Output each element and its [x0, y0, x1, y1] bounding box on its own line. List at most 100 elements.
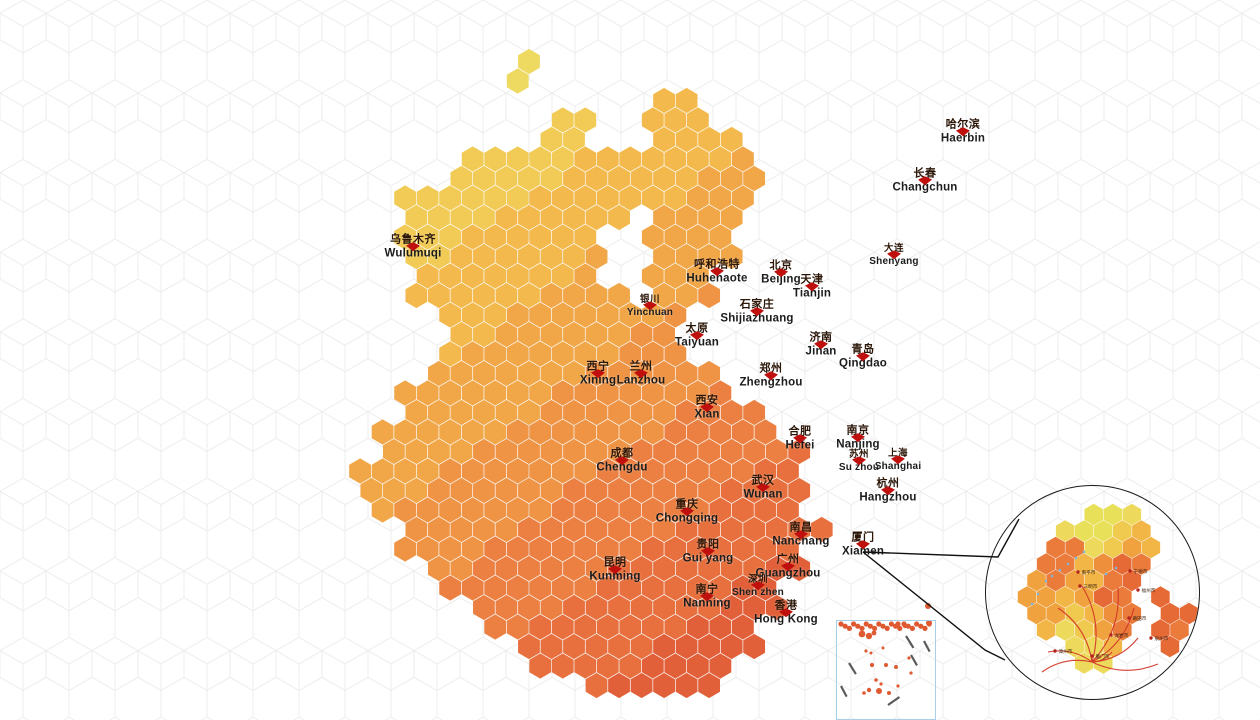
map-hex-tile[interactable]: [608, 633, 630, 660]
map-hex-tile[interactable]: [416, 263, 439, 289]
map-hex-tile[interactable]: [641, 536, 664, 562]
map-hex-tile[interactable]: [675, 360, 698, 387]
map-hex-tile[interactable]: [630, 165, 653, 192]
map-hex-tile[interactable]: [540, 204, 563, 231]
map-hex-tile[interactable]: [653, 633, 675, 660]
map-hex-tile[interactable]: [473, 321, 495, 348]
map-hex-tile[interactable]: [473, 360, 495, 387]
map-hex-tile[interactable]: [664, 419, 687, 445]
city-label-huhehaote[interactable]: 呼和浩特 Huhehaote: [686, 259, 747, 285]
city-label-nanjing[interactable]: 南京 Nanjing: [836, 425, 880, 451]
map-hex-tile[interactable]: [641, 341, 664, 367]
map-hex-tile[interactable]: [450, 438, 473, 465]
map-hex-tile[interactable]: [777, 536, 799, 562]
map-hex-tile[interactable]: [495, 438, 518, 465]
map-hex-tile[interactable]: [608, 360, 630, 387]
city-label-wulumuqi[interactable]: 乌鲁木齐 Wulumuqi: [385, 234, 442, 260]
map-hex-tile[interactable]: [529, 614, 552, 640]
map-hex-tile[interactable]: [630, 477, 653, 504]
map-hex-tile[interactable]: [720, 126, 743, 153]
map-hex-tile[interactable]: [473, 282, 495, 309]
city-label-shanghai[interactable]: 上海 Shanghai: [875, 449, 922, 472]
map-hex-tile[interactable]: [720, 555, 743, 582]
map-hex-tile[interactable]: [450, 360, 473, 387]
map-hex-tile[interactable]: [439, 419, 462, 445]
map-hex-tile[interactable]: [439, 575, 462, 601]
map-hex-tile[interactable]: [473, 594, 495, 621]
map-hex-tile[interactable]: [596, 302, 619, 328]
map-hex-tile[interactable]: [461, 224, 484, 250]
map-hex-tile[interactable]: [574, 341, 597, 367]
map-hex-tile[interactable]: [428, 516, 450, 543]
map-hex-tile[interactable]: [731, 536, 754, 562]
map-hex-tile[interactable]: [461, 185, 484, 211]
map-hex-tile[interactable]: [461, 341, 484, 367]
map-hex-tile[interactable]: [686, 419, 709, 445]
map-hex-tile[interactable]: [529, 380, 552, 406]
map-hex-tile[interactable]: [371, 419, 394, 445]
map-hex-tile[interactable]: [608, 282, 630, 309]
map-hex-tile[interactable]: [641, 302, 664, 328]
map-hex-tile[interactable]: [439, 341, 462, 367]
map-hex-tile[interactable]: [731, 458, 754, 484]
map-hex-tile[interactable]: [551, 146, 574, 172]
map-hex-tile[interactable]: [495, 477, 518, 504]
map-hex-tile[interactable]: [754, 575, 777, 601]
map-hex-tile[interactable]: [709, 458, 732, 484]
map-hex-tile[interactable]: [484, 419, 507, 445]
map-hex-tile[interactable]: [563, 633, 585, 660]
map-hex-tile[interactable]: [641, 380, 664, 406]
map-hex-tile[interactable]: [439, 380, 462, 406]
map-hex-tile[interactable]: [540, 399, 563, 426]
map-hex-tile[interactable]: [484, 341, 507, 367]
map-hex-tile[interactable]: [619, 575, 642, 601]
map-hex-tile[interactable]: [641, 614, 664, 640]
map-hex-tile[interactable]: [428, 204, 450, 231]
map-hex-tile[interactable]: [585, 438, 608, 465]
city-label-xining[interactable]: 西宁 Xining: [580, 361, 616, 387]
map-hex-tile[interactable]: [518, 48, 540, 75]
map-hex-tile[interactable]: [608, 204, 630, 231]
map-hex-tile[interactable]: [484, 185, 507, 211]
map-hex-tile[interactable]: [664, 302, 687, 328]
map-hex-tile[interactable]: [731, 146, 754, 172]
map-hex-tile[interactable]: [484, 302, 507, 328]
map-hex-tile[interactable]: [428, 438, 450, 465]
map-hex-tile[interactable]: [495, 321, 518, 348]
map-hex-tile[interactable]: [619, 302, 642, 328]
map-hex-tile[interactable]: [416, 224, 439, 250]
city-label-nanchang[interactable]: 南昌 Nanchang: [772, 522, 829, 548]
map-hex-tile[interactable]: [551, 224, 574, 250]
map-hex-tile[interactable]: [675, 633, 698, 660]
map-hex-tile[interactable]: [709, 653, 732, 679]
map-hex-tile[interactable]: [664, 263, 687, 289]
city-label-xiamen[interactable]: 厦门 Xiamen: [842, 532, 884, 558]
map-hex-tile[interactable]: [596, 536, 619, 562]
map-hex-tile[interactable]: [518, 360, 540, 387]
city-label-taiyuan[interactable]: 太原 Taiyuan: [675, 323, 719, 349]
map-hex-tile[interactable]: [720, 165, 743, 192]
map-hex-tile[interactable]: [529, 146, 552, 172]
city-label-haerbin[interactable]: 哈尔滨 Haerbin: [941, 119, 985, 145]
map-hex-tile[interactable]: [574, 146, 597, 172]
map-hex-tile[interactable]: [698, 282, 721, 309]
map-hex-tile[interactable]: [518, 282, 540, 309]
map-hex-tile[interactable]: [596, 458, 619, 484]
map-hex-tile[interactable]: [619, 341, 642, 367]
map-hex-tile[interactable]: [675, 204, 698, 231]
map-hex-tile[interactable]: [630, 594, 653, 621]
map-hex-tile[interactable]: [709, 146, 732, 172]
map-hex-tile[interactable]: [720, 594, 743, 621]
map-hex-tile[interactable]: [720, 204, 743, 231]
map-hex-tile[interactable]: [574, 458, 597, 484]
city-label-yinchuan[interactable]: 银川 Yinchuan: [627, 295, 673, 318]
city-label-chongqing[interactable]: 重庆 Chongqing: [656, 499, 718, 525]
map-hex-tile[interactable]: [473, 477, 495, 504]
map-hex-tile[interactable]: [641, 419, 664, 445]
map-hex-tile[interactable]: [653, 438, 675, 465]
map-hex-tile[interactable]: [619, 536, 642, 562]
map-hex-tile[interactable]: [506, 497, 529, 523]
map-hex-tile[interactable]: [585, 516, 608, 543]
map-hex-tile[interactable]: [653, 360, 675, 387]
map-hex-tile[interactable]: [574, 185, 597, 211]
